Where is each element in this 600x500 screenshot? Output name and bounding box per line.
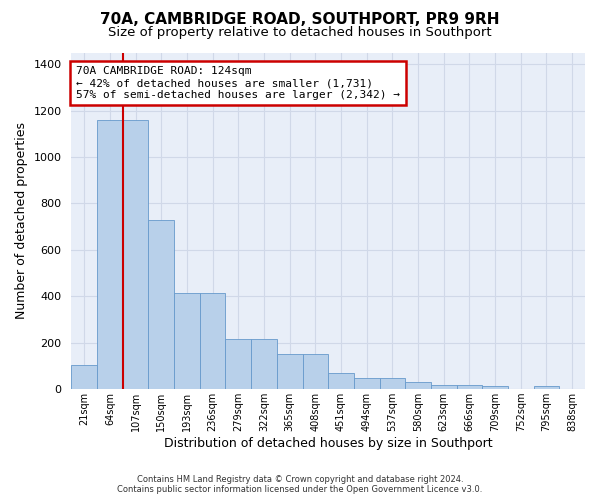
Bar	[174, 293, 200, 389]
Y-axis label: Number of detached properties: Number of detached properties	[15, 122, 28, 320]
Bar	[123, 120, 148, 389]
Text: 70A CAMBRIDGE ROAD: 124sqm
← 42% of detached houses are smaller (1,731)
57% of s: 70A CAMBRIDGE ROAD: 124sqm ← 42% of deta…	[76, 66, 400, 100]
Bar	[457, 384, 482, 389]
Bar	[533, 386, 559, 389]
Bar	[148, 220, 174, 389]
Text: 70A, CAMBRIDGE ROAD, SOUTHPORT, PR9 9RH: 70A, CAMBRIDGE ROAD, SOUTHPORT, PR9 9RH	[100, 12, 500, 26]
Bar	[277, 354, 302, 389]
Text: Size of property relative to detached houses in Southport: Size of property relative to detached ho…	[108, 26, 492, 39]
Bar	[71, 365, 97, 389]
Bar	[302, 354, 328, 389]
Bar	[354, 378, 380, 389]
Bar	[482, 386, 508, 389]
Bar	[431, 384, 457, 389]
Bar	[380, 378, 405, 389]
Bar	[200, 293, 226, 389]
Bar	[405, 382, 431, 389]
Bar	[97, 120, 123, 389]
Text: Contains HM Land Registry data © Crown copyright and database right 2024.
Contai: Contains HM Land Registry data © Crown c…	[118, 474, 482, 494]
Bar	[226, 339, 251, 389]
X-axis label: Distribution of detached houses by size in Southport: Distribution of detached houses by size …	[164, 437, 493, 450]
Bar	[251, 339, 277, 389]
Bar	[328, 373, 354, 389]
